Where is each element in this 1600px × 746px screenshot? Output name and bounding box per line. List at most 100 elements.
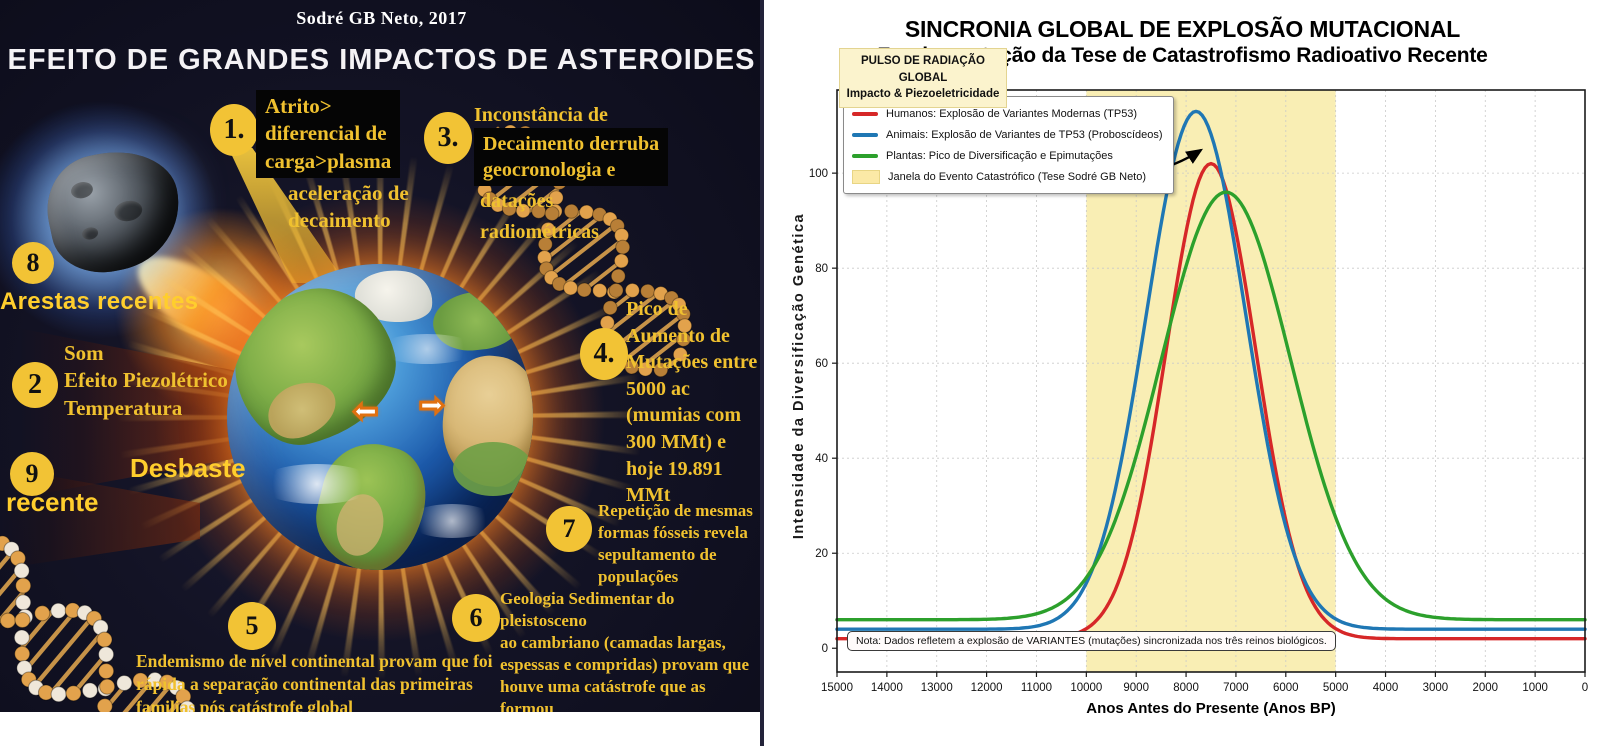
dna-bead bbox=[96, 631, 113, 648]
dna-bead bbox=[544, 206, 560, 222]
dna-bead bbox=[34, 605, 51, 622]
dna-bead bbox=[501, 201, 517, 217]
dna-bead bbox=[592, 283, 608, 299]
infographic-title: EFEITO DE GRANDES IMPACTOS DE ASTEROIDES bbox=[7, 44, 756, 76]
point-4-text: Pico de Aumento de Mutações entre 5000 a… bbox=[626, 298, 758, 507]
legend-label-3: Janela do Evento Catastrófico (Tese Sodr… bbox=[888, 170, 1147, 183]
dna-bead bbox=[9, 550, 27, 567]
x-tick-label: 6000 bbox=[1273, 682, 1299, 694]
dna-helix-bottom-left bbox=[0, 535, 196, 712]
continental-drift-arrow-left: ⬅ bbox=[352, 394, 379, 429]
legend-item-3: Janela do Evento Catastrófico (Tese Sodr… bbox=[852, 166, 1163, 187]
series-line-plantas bbox=[835, 190, 1587, 622]
y-tick-label: 0 bbox=[822, 643, 828, 655]
numbered-badge-2: 2 bbox=[12, 362, 58, 408]
dna-bead bbox=[13, 629, 30, 646]
dna-bead bbox=[14, 645, 31, 662]
dna-bead bbox=[624, 282, 640, 298]
point-2-text: Som Efeito Piezolétrico Temperatura bbox=[64, 341, 228, 420]
legend-label-1: Animais: Explosão de Variantes de TP53 (… bbox=[886, 128, 1163, 141]
dna-rung bbox=[112, 682, 173, 712]
dna-bead bbox=[563, 280, 579, 296]
pulse-annotation-line1: PULSO DE RADIAÇÃO GLOBAL bbox=[861, 55, 985, 84]
dna-bead bbox=[98, 662, 115, 680]
x-tick-label: 14000 bbox=[871, 682, 903, 694]
dna-bead bbox=[624, 359, 640, 375]
dna-bead bbox=[610, 268, 626, 284]
x-tick-label: 3000 bbox=[1423, 682, 1449, 694]
dna-rung bbox=[49, 630, 105, 695]
dna-bead bbox=[116, 674, 133, 692]
dna-bead bbox=[551, 276, 567, 292]
cloud bbox=[377, 334, 477, 364]
legend-item-0: Humanos: Explosão de Variantes Modernas … bbox=[852, 103, 1163, 124]
dna-bead bbox=[50, 602, 67, 619]
dna-bead bbox=[602, 300, 618, 316]
y-tick-label: 60 bbox=[815, 358, 828, 370]
x-tick-label: 11000 bbox=[1021, 682, 1052, 694]
dna-bead bbox=[599, 315, 615, 331]
series-line-animais bbox=[835, 109, 1587, 631]
numbered-badge-3: 3. bbox=[424, 112, 472, 164]
x-tick-label: 7000 bbox=[1223, 682, 1249, 694]
radiation-pulse-annotation: PULSO DE RADIAÇÃO GLOBAL Impacto & Piezo… bbox=[839, 48, 1007, 109]
point-9-label: Desbaste recente bbox=[6, 453, 246, 517]
legend-label-0: Humanos: Explosão de Variantes Modernas … bbox=[886, 107, 1138, 120]
cloud bbox=[257, 464, 377, 504]
legend-swatch-1 bbox=[852, 132, 878, 137]
dna-rung bbox=[548, 222, 618, 278]
dna-bead bbox=[576, 282, 592, 298]
x-tick-label: 10000 bbox=[1070, 682, 1102, 694]
dna-rung bbox=[104, 678, 154, 712]
dna-bead bbox=[613, 253, 629, 269]
dna-bead bbox=[65, 685, 82, 702]
point-3-text-intro: Inconstância de bbox=[474, 104, 608, 126]
numbered-badge-1: 1. bbox=[210, 104, 258, 156]
earth-image: ⬅ ➡ bbox=[227, 264, 533, 570]
x-tick-label: 9000 bbox=[1123, 682, 1149, 694]
dna-bead bbox=[653, 362, 669, 378]
dna-rung bbox=[0, 566, 23, 626]
point-5-text: Endemismo de nível continental provam qu… bbox=[136, 651, 493, 712]
x-axis-label: Anos Antes do Presente (Anos BP) bbox=[1086, 700, 1336, 717]
dna-bead bbox=[537, 236, 553, 252]
y-tick-label: 20 bbox=[815, 548, 828, 560]
x-tick-label: 15000 bbox=[821, 682, 853, 694]
continental-drift-arrow-right: ➡ bbox=[418, 388, 445, 423]
legend-swatch-3 bbox=[852, 169, 880, 184]
numbered-badge-4: 4. bbox=[580, 328, 628, 380]
dna-bead bbox=[14, 611, 31, 629]
dna-rung bbox=[605, 291, 660, 336]
dna-rung bbox=[71, 653, 108, 695]
dna-bead bbox=[37, 684, 55, 701]
dna-bead bbox=[179, 700, 196, 712]
dna-rung bbox=[0, 549, 15, 622]
y-tick-label: 100 bbox=[809, 168, 828, 180]
legend-item-2: Plantas: Pico de Diversificação e Epimut… bbox=[852, 145, 1163, 166]
dna-bead bbox=[99, 678, 116, 695]
dna-bead bbox=[15, 577, 32, 594]
cloud bbox=[407, 504, 497, 538]
x-tick-label: 13000 bbox=[921, 682, 953, 694]
dna-bead bbox=[614, 227, 630, 243]
asteroid-impact-infographic: ⬅ ➡ Sodré GB Neto, 2017 EFEITO DE GRANDE… bbox=[0, 0, 763, 712]
panel-divider bbox=[760, 0, 764, 746]
mutation-synchrony-chart: SINCRONIA GLOBAL DE EXPLOSÃO MUTACIONAL … bbox=[765, 0, 1600, 746]
dna-rung bbox=[23, 609, 78, 672]
dna-bead bbox=[637, 361, 653, 377]
dna-bead bbox=[132, 672, 149, 689]
point-1-text-chip: Atrito> diferencial de carga>plasma bbox=[256, 90, 401, 178]
pulse-annotation-line2: Impacto & Piezoeletricidade bbox=[846, 88, 1000, 101]
dna-bead bbox=[540, 221, 556, 237]
x-tick-label: 5000 bbox=[1323, 682, 1349, 694]
dna-bead bbox=[608, 282, 624, 298]
numbered-badge-9: 9 bbox=[10, 452, 54, 496]
y-tick-label: 80 bbox=[815, 263, 828, 275]
footnote-box: Nota: Dados refletem a explosão de VARIA… bbox=[847, 631, 1336, 651]
dna-bead bbox=[92, 619, 109, 636]
dna-bead bbox=[531, 203, 547, 219]
dna-bead bbox=[490, 197, 506, 213]
numbered-badge-6: 6 bbox=[452, 594, 500, 642]
point-8-label: Arestas recentes bbox=[0, 288, 199, 315]
